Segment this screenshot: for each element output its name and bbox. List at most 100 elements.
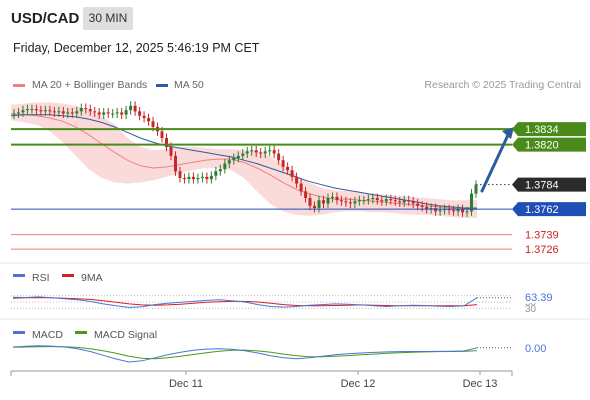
timeframe-badge[interactable]: 30 MIN (83, 7, 133, 30)
candle-body (259, 152, 263, 154)
candle (434, 203, 438, 216)
candle-body (102, 112, 106, 115)
candle (182, 173, 186, 184)
candle-body (389, 199, 393, 201)
candle-body (133, 105, 137, 112)
rsi-ma-legend-swatch (62, 274, 74, 277)
candle-body (456, 209, 460, 212)
candle-body (335, 196, 339, 201)
candle (402, 195, 406, 207)
candle-body (75, 111, 79, 114)
candle-body (93, 111, 97, 113)
candle (407, 195, 411, 206)
candle (452, 205, 456, 216)
candle (470, 189, 473, 216)
x-tick-label: Dec 12 (341, 378, 376, 390)
candle (254, 145, 258, 157)
candle-body (236, 155, 240, 158)
macd-pane: MACD MACD Signal 0.00 (12, 329, 546, 363)
candle (335, 192, 339, 205)
candle (191, 172, 195, 184)
candle (263, 146, 267, 158)
candle (411, 196, 415, 208)
symbol-label: USD/CAD (11, 10, 80, 27)
candle (259, 148, 263, 158)
macd-legend-label: MACD (32, 329, 63, 341)
candle (443, 204, 447, 215)
candle (165, 133, 168, 152)
price-tag-label: 1.3762 (525, 204, 559, 216)
chart-legend: MA 20 + Bollinger Bands MA 50 Research ©… (0, 78, 590, 94)
candle-body (371, 198, 375, 200)
candle-body (411, 201, 415, 204)
candle (299, 179, 303, 196)
candle-body (34, 109, 38, 111)
candle-body (52, 111, 56, 113)
candle-body (39, 110, 43, 112)
candle-body (245, 151, 249, 154)
candle (420, 201, 424, 212)
candle-body (209, 175, 213, 180)
candle (389, 194, 393, 205)
candle-body (447, 209, 451, 211)
candle (142, 111, 146, 123)
candle (75, 106, 79, 118)
candle (348, 198, 352, 208)
candle-body (272, 150, 276, 154)
candle-body (169, 146, 173, 156)
candle (344, 196, 348, 207)
macd-current-value: 0.00 (525, 343, 546, 355)
rsi-legend-swatch (13, 274, 25, 277)
candle-body (425, 206, 429, 210)
candle-body (223, 163, 227, 170)
candle-body (205, 176, 209, 180)
candle-body (380, 200, 384, 202)
candle-body (227, 160, 231, 164)
candle-body (268, 150, 272, 152)
candle-body (250, 150, 254, 152)
candle (290, 165, 294, 182)
candle-body (295, 176, 299, 184)
candle (174, 151, 177, 176)
candle (384, 194, 388, 206)
candle (178, 166, 182, 183)
candle (272, 145, 276, 158)
candle-body (160, 131, 164, 138)
price-tag-bg (512, 137, 586, 152)
candle (187, 172, 191, 184)
candle-body (218, 169, 222, 172)
candle-body (375, 198, 379, 201)
candle-body (17, 112, 20, 114)
candle-body (30, 109, 34, 111)
candle (461, 204, 464, 217)
candle (214, 166, 218, 181)
candle (474, 180, 478, 198)
target-price-label: 1.3739 (525, 230, 559, 242)
candle (138, 106, 142, 121)
candle (317, 195, 321, 213)
x-tick-label: Dec 13 (463, 378, 498, 390)
candle-body (322, 200, 325, 204)
candle (447, 204, 451, 215)
candle-body (429, 208, 433, 210)
candle (232, 153, 236, 165)
candle (393, 195, 397, 206)
level-tag: 1.3739 (525, 230, 559, 242)
candle (281, 155, 285, 172)
candle-body (174, 155, 177, 172)
candle (66, 108, 70, 118)
candle (205, 172, 209, 184)
price-pane (10, 101, 478, 218)
candle-body (187, 176, 191, 180)
candle-body (317, 200, 321, 208)
candle (268, 145, 272, 156)
attribution-label: Research © 2025 Trading Central (424, 79, 581, 91)
candle (218, 164, 222, 176)
rsi-current-value: 63.39 (525, 292, 553, 304)
candle-body (66, 112, 70, 114)
candle-body (48, 110, 52, 112)
candle (308, 193, 312, 211)
candle-body (438, 210, 442, 212)
macd-line (12, 345, 478, 363)
candle (147, 113, 151, 126)
